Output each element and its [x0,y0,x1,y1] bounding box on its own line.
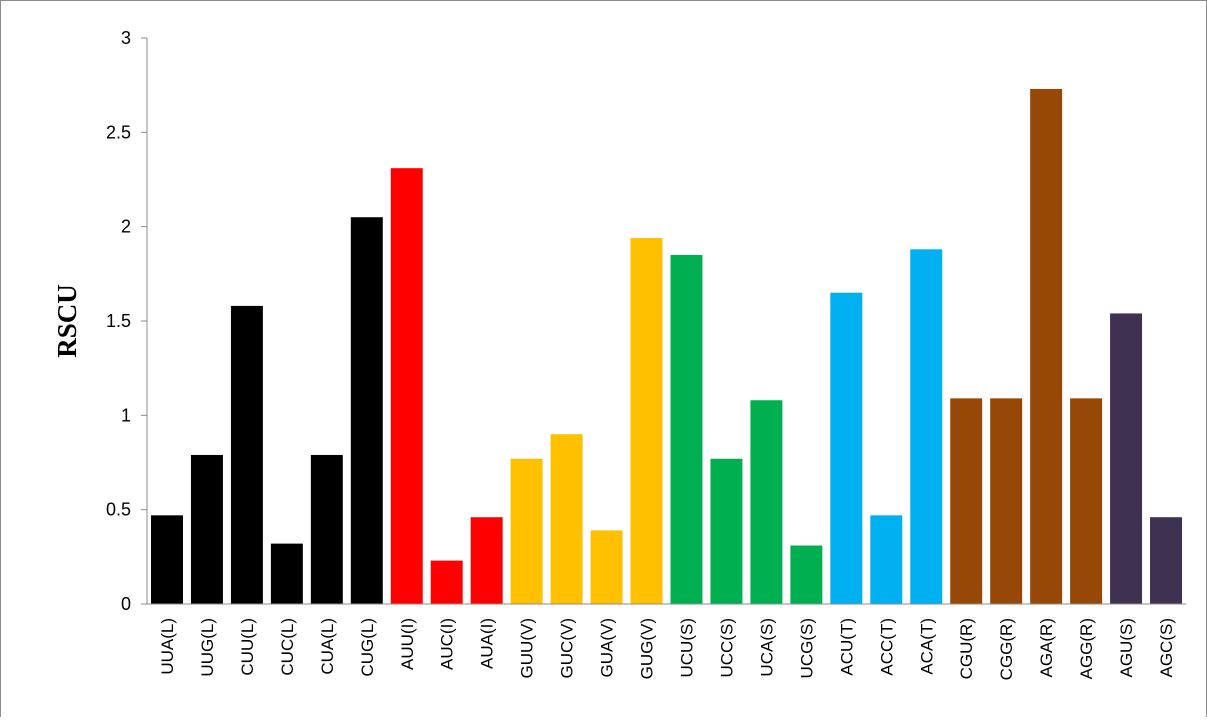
x-tick-label: AUU(I) [398,618,417,670]
x-tick-label: AGG(R) [1077,618,1096,679]
y-tick-label: 3 [121,28,131,48]
x-tick-label: ACU(T) [837,618,856,676]
x-tick-label: AGU(S) [1117,618,1136,678]
y-tick-label: 1.5 [106,311,131,331]
x-tick-label: CGG(R) [997,618,1016,680]
bar [270,543,303,604]
x-tick-label: CGU(R) [957,618,976,679]
x-axis: UUA(L) UUG(L) CUU(L) CUC(L) CUA(L) CUG(L) AUU(… [147,603,1186,680]
x-tick-label: GUA(V) [598,618,617,678]
bar [830,292,863,604]
bar [950,398,983,604]
bar [550,434,583,604]
x-tick-label: AGA(R) [1037,618,1056,678]
x-tick-label: GUU(V) [518,618,537,678]
bar [390,168,423,604]
x-tick-label: UCG(S) [797,618,816,678]
bar [630,237,663,605]
y-tick-label: 1 [121,405,131,425]
bars [151,88,1182,605]
bar [510,458,543,604]
bar [870,515,903,604]
bar [1070,398,1103,604]
x-tick-label: UUA(L) [158,618,177,675]
x-tick-label: UCA(S) [757,618,776,677]
bar [190,454,223,604]
x-tick-label: AGC(S) [1157,618,1176,678]
x-tick-label: CUC(L) [278,618,297,676]
y-tick-label: 2 [121,217,131,237]
bar [990,398,1023,604]
x-tick-label: UCC(S) [717,618,736,678]
bar [350,217,383,605]
x-tick-label: CUA(L) [318,618,337,675]
x-tick-label: AUC(I) [438,618,457,670]
bar [670,254,703,604]
x-tick-label: GUC(V) [558,618,577,678]
bar [151,515,183,604]
y-axis: 0 0.5 1 1.5 2 2.5 3 [106,28,148,614]
x-tick-label: UUG(L) [198,618,217,677]
x-tick-label: CUG(L) [358,618,377,677]
y-tick-label: 0 [121,594,131,614]
x-tick-label: AUA(I) [478,618,497,669]
bar [590,530,623,604]
bar [1150,517,1182,604]
bar [470,517,503,604]
x-tick-label: UCU(S) [677,618,696,678]
bar [790,545,823,604]
bar [230,305,263,604]
y-tick-label: 0.5 [106,500,131,520]
bar [430,560,463,604]
bar [310,454,343,604]
bar [1110,313,1143,604]
x-tick-label: ACA(T) [917,618,936,675]
bar [710,458,743,604]
bar [750,400,783,604]
bar [910,249,943,604]
x-tick-label: GUG(V) [638,618,657,679]
x-tick-label: ACC(T) [877,618,896,676]
bar [1030,88,1063,604]
x-tick-label: CUU(L) [238,618,257,676]
y-axis-label: RSCU [52,284,82,358]
y-tick-label: 2.5 [106,122,131,142]
